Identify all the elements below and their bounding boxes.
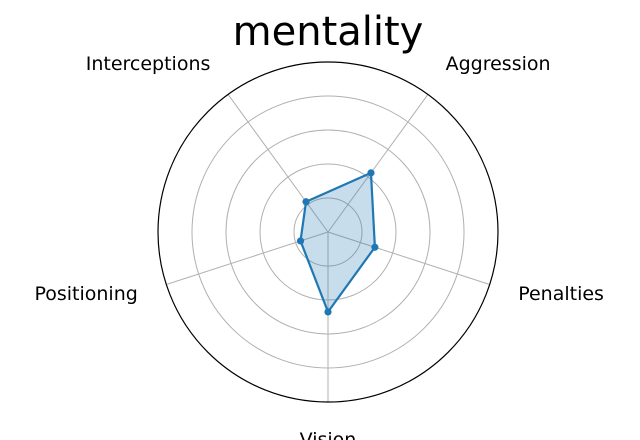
chart-title: mentality [233,9,424,55]
data-point-positioning [296,237,305,245]
axis-label-positioning: Positioning [34,283,137,305]
data-point-penalties [371,243,379,251]
axis-label-interceptions: Interceptions [86,53,211,75]
spoke-aggression [327,94,429,233]
data-point-interceptions [302,198,310,206]
axis-label-aggression: Aggression [446,53,551,75]
grid [157,61,499,403]
axis-label-vision: Vision [300,429,357,440]
axis-labels: Aggression Interceptions Positioning Vision… [34,53,604,440]
series-mentality [296,169,379,316]
series-area [300,172,375,312]
spoke-penalties [327,231,490,286]
axis-label-penalties: Penalties [518,283,604,305]
spoke-interceptions [227,94,329,233]
data-point-vision [324,308,332,316]
series-line [299,171,376,313]
data-point-aggression [367,169,375,177]
outer-frame [157,61,499,403]
